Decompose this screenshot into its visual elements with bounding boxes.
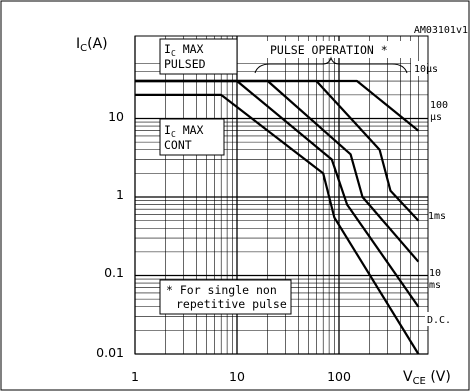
footnote-line-2: repetitive pulse: [176, 297, 287, 311]
pulse-operation-bg: [264, 41, 416, 58]
pulse-operation-label: PULSE OPERATION *: [270, 43, 388, 57]
curve-label-100us-b: µs: [430, 112, 442, 123]
figure-id: AM03101v1: [414, 25, 468, 36]
series-line-t1ms: [135, 79, 420, 263]
footnote-box: [159, 279, 292, 315]
curves: [135, 79, 420, 355]
y-tick-label-10: 10: [108, 109, 124, 124]
label-dc-bg: [425, 312, 450, 326]
y-tick-label-0.01: 0.01: [96, 345, 124, 360]
series-line-t10ms: [135, 79, 420, 308]
y-axis-title-main: I: [76, 36, 80, 52]
label-10us-bg: [411, 61, 427, 76]
y-axis-title-unit: (A): [87, 36, 108, 52]
ic-max-pulsed-box: [159, 38, 238, 75]
x-axis-title-main: V: [403, 369, 413, 385]
x-tick-label-10: 10: [229, 369, 245, 384]
pulse-operation-brace: [254, 56, 408, 74]
x-tick-label-100: 100: [327, 369, 351, 384]
curve-label-100us-a: 100: [430, 100, 448, 111]
x-tick-label-1: 1: [131, 369, 139, 384]
footnote-line-1: * For single non: [166, 283, 277, 297]
x-axis-title: VCE (V): [403, 369, 451, 387]
curve-label-10us: 10µs: [414, 64, 438, 75]
ic-max-cont-box: [159, 118, 225, 156]
ic-max-pulsed-label-2: PULSED: [164, 57, 206, 71]
x-axis-title-sub: CE: [413, 376, 426, 387]
curve-label-dc: D.C.: [427, 315, 451, 326]
y-tick-label-1: 1: [116, 187, 124, 202]
ic-max-cont-label: IC MAX: [164, 123, 204, 139]
curve-label-10ms-b: ms: [429, 280, 441, 291]
ic-max-pulsed-label: IC MAX: [164, 42, 204, 58]
y-axis-title-sub: C: [80, 43, 87, 54]
y-tick-label-0.1: 0.1: [104, 265, 124, 280]
label-100us-bg: [429, 97, 449, 123]
curve-label-10ms-a: 10: [429, 268, 441, 279]
curve-label-1ms: 1ms: [428, 211, 446, 222]
x-axis-title-unit: (V): [426, 369, 451, 385]
ic-max-cont-label-2: CONT: [164, 138, 192, 152]
series-line-dc: [135, 93, 420, 355]
plot-frame: [134, 35, 429, 355]
y-axis-title: IC(A): [76, 36, 108, 54]
